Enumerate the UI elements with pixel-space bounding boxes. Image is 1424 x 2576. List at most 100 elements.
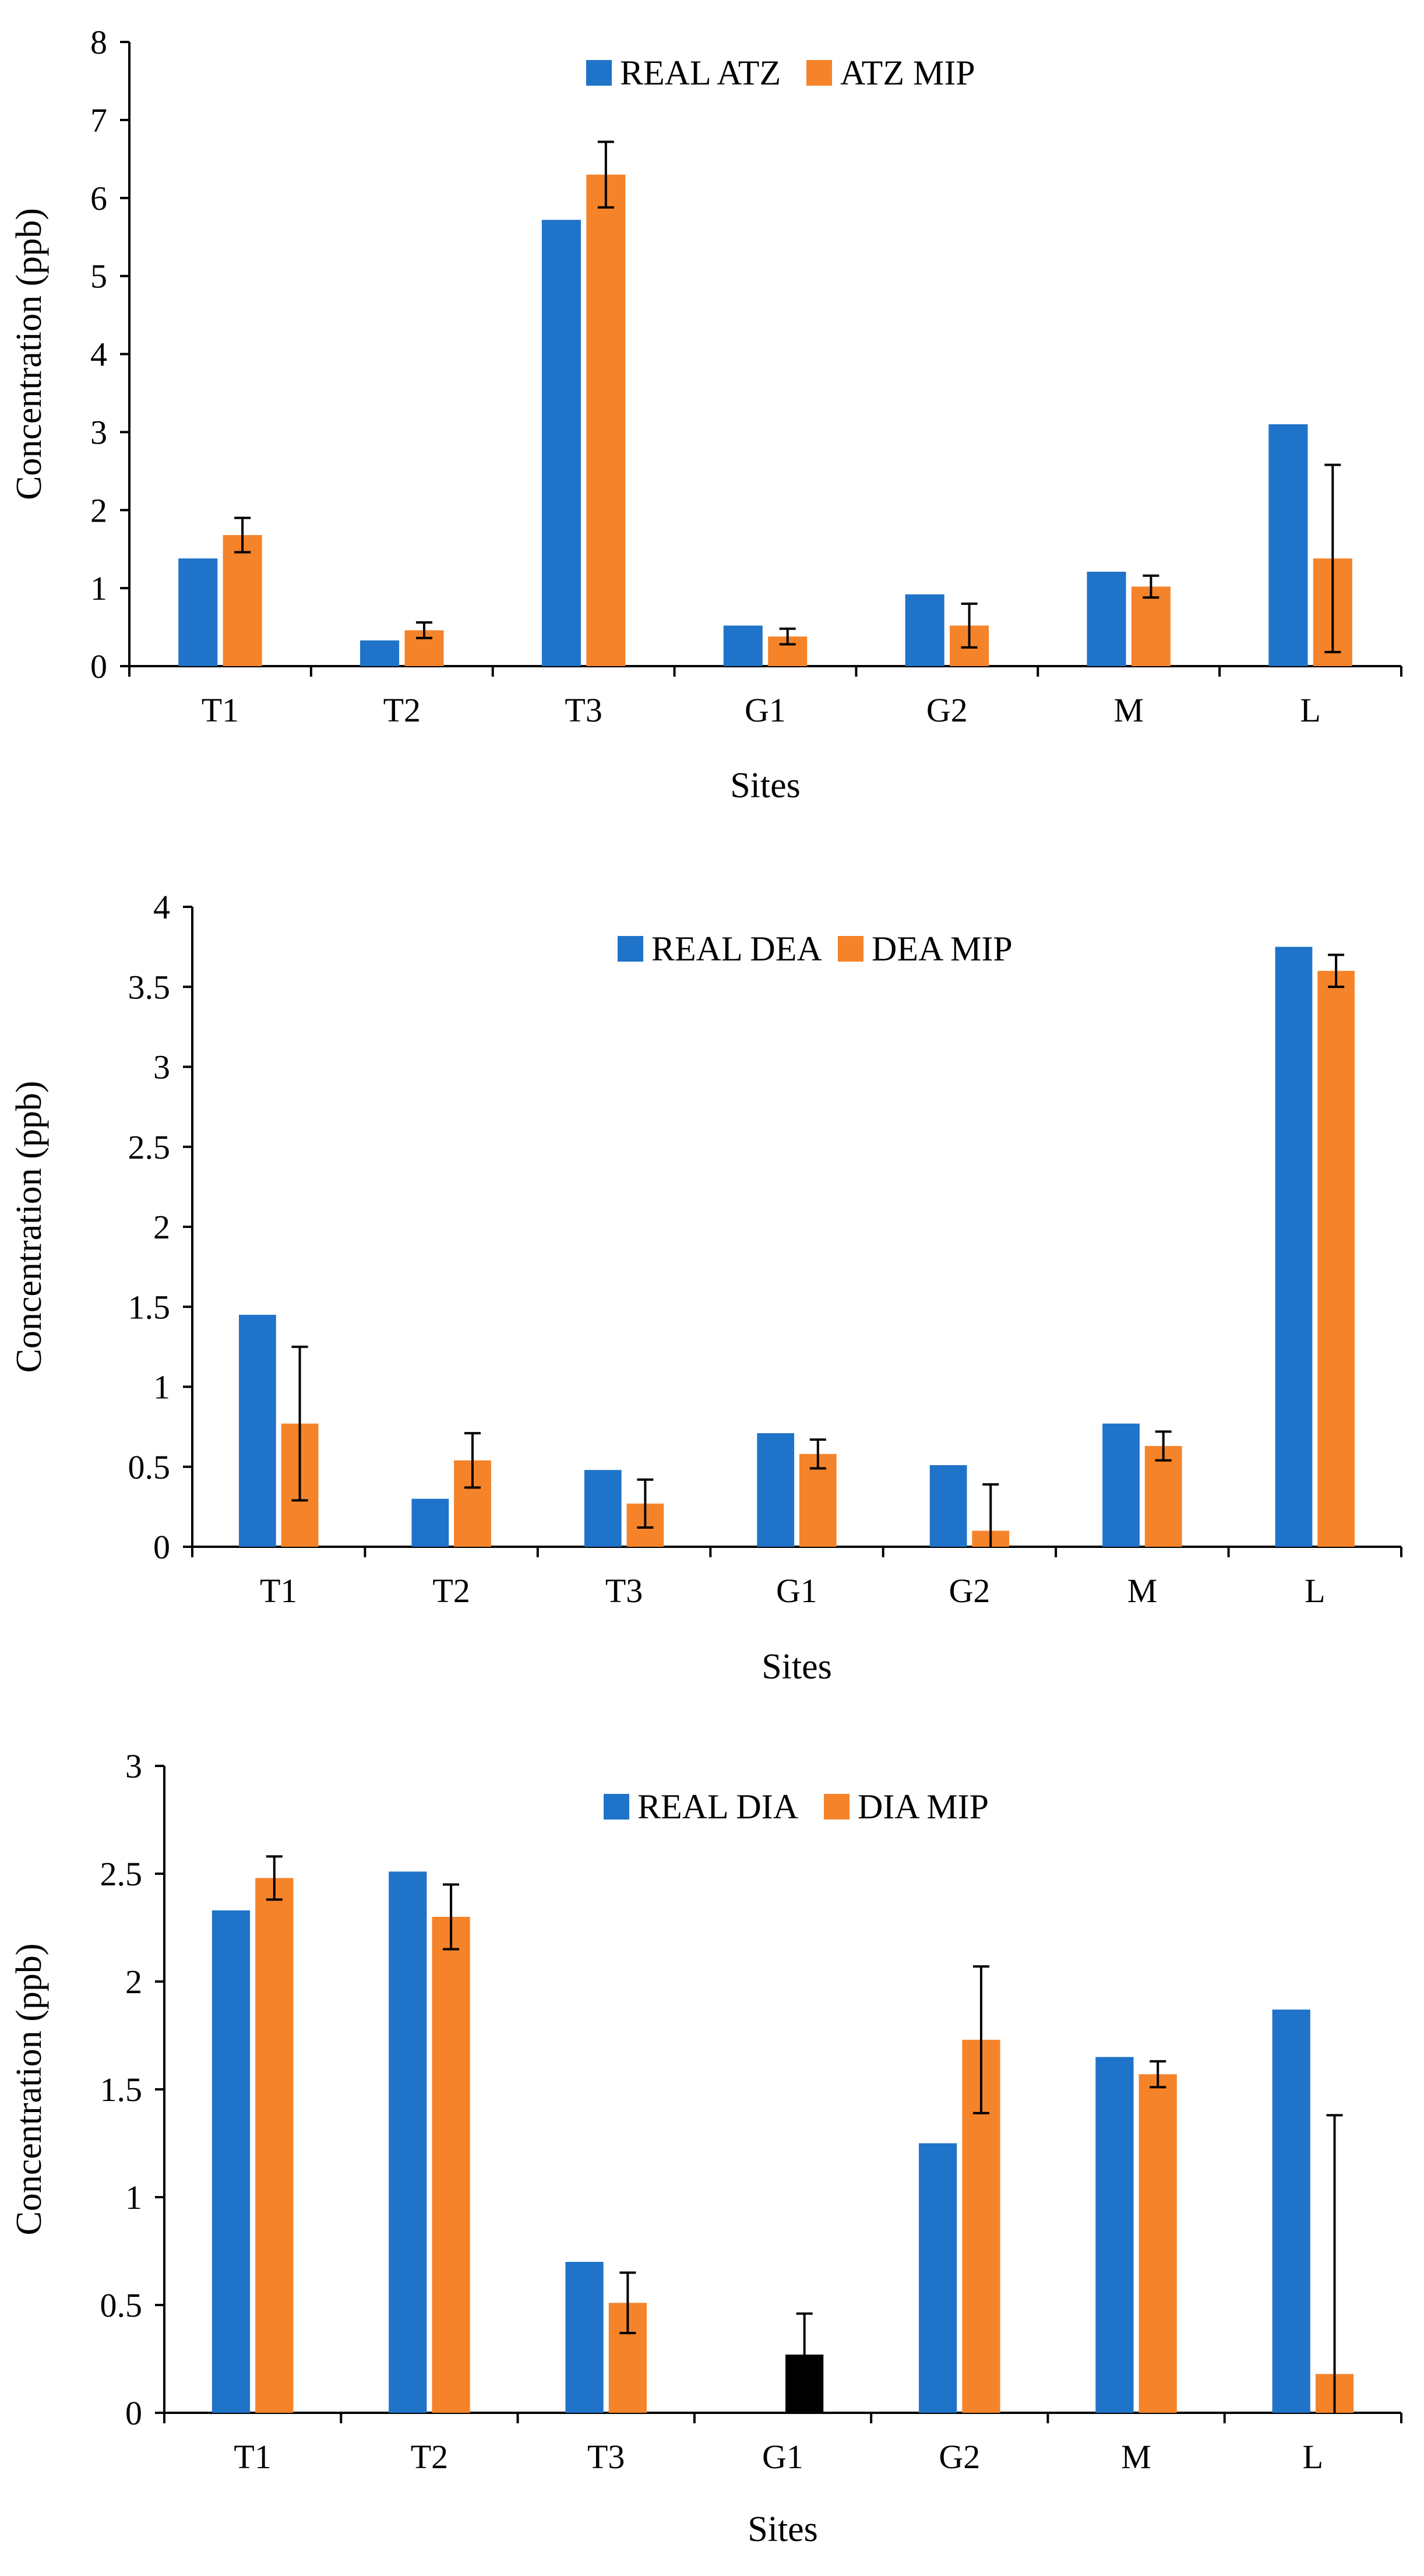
y-tick-label: 3.5 xyxy=(128,968,171,1006)
x-tick-label-g1: G1 xyxy=(762,2438,803,2476)
bar-dia-mip-t2 xyxy=(432,1917,470,2413)
error-bar-m xyxy=(1150,2060,1166,2089)
x-tick-label-m: M xyxy=(1121,2438,1151,2476)
bar-real-dia-g2 xyxy=(919,2143,957,2413)
x-tick-label-t3: T3 xyxy=(605,1572,643,1610)
bar-real-atz-m xyxy=(1087,572,1126,666)
error-bar-g2 xyxy=(961,602,978,649)
y-tick-label: 4 xyxy=(153,888,170,926)
y-tick-label: 1 xyxy=(90,569,107,607)
error-bar-m xyxy=(1143,574,1159,599)
x-tick-label-l: L xyxy=(1303,2438,1323,2476)
x-tick-label-t1: T1 xyxy=(260,1572,297,1610)
y-tick-label: 1.5 xyxy=(128,1288,171,1326)
x-tick-label-t3: T3 xyxy=(587,2438,625,2476)
y-tick-label: 2 xyxy=(153,1208,170,1246)
y-tick-label: 1 xyxy=(125,2179,142,2216)
x-tick-label-l: L xyxy=(1305,1572,1325,1610)
bar-real-atz-t3 xyxy=(541,220,581,666)
y-axis-title: Concentration (ppb) xyxy=(9,208,49,500)
legend-swatch-mip xyxy=(806,60,832,86)
y-tick-label: 0.5 xyxy=(128,1448,171,1486)
error-bar-g2 xyxy=(982,1483,999,1547)
legend-label-real: REAL DEA xyxy=(651,930,822,968)
error-bar-l xyxy=(1324,463,1341,653)
y-tick-label: 0 xyxy=(125,2394,142,2432)
y-tick-label: 1.5 xyxy=(100,2071,143,2109)
bar-real-dia-t3 xyxy=(565,2262,604,2413)
bar-real-atz-g1 xyxy=(723,625,763,666)
bar-atz-mip-t1 xyxy=(223,535,262,666)
legend-swatch-mip xyxy=(824,1794,850,1820)
error-bar-m xyxy=(1155,1430,1172,1462)
error-bar-t1 xyxy=(266,1855,283,1901)
bar-real-atz-g2 xyxy=(905,594,944,666)
x-tick-label-t3: T3 xyxy=(565,691,602,729)
error-bar-t3 xyxy=(619,2271,636,2335)
y-axis-title: Concentration (ppb) xyxy=(9,1943,49,2235)
legend-label-mip: DEA MIP xyxy=(872,930,1013,968)
legend-swatch-real xyxy=(618,936,643,962)
bar-atz-mip-m xyxy=(1131,586,1171,666)
legend: REAL DIA DIA MIP xyxy=(604,1787,989,1826)
y-tick-label: 4 xyxy=(90,336,107,374)
bar-real-dea-t1 xyxy=(239,1314,276,1547)
error-bar-l xyxy=(1326,2114,1343,2413)
x-tick-label-t1: T1 xyxy=(202,691,239,729)
y-tick-label: 2.5 xyxy=(128,1128,171,1166)
y-tick-label: 2.5 xyxy=(100,1855,143,1893)
y-tick-label: 5 xyxy=(90,258,107,295)
legend-swatch-mip xyxy=(838,936,863,962)
error-bar-t3 xyxy=(597,140,614,209)
x-axis-title: Sites xyxy=(730,766,801,805)
error-bar-t1 xyxy=(234,516,251,554)
error-bar-l xyxy=(1328,953,1345,988)
error-bar-t1 xyxy=(291,1345,308,1502)
x-tick-label-t1: T1 xyxy=(234,2438,271,2476)
x-tick-label-t2: T2 xyxy=(432,1572,470,1610)
error-bar-t2 xyxy=(443,1883,460,1951)
y-tick-label: 7 xyxy=(90,101,107,139)
legend-label-real: REAL ATZ xyxy=(620,54,781,92)
x-tick-label-g2: G2 xyxy=(926,691,968,729)
error-bar-t3 xyxy=(637,1478,654,1529)
x-tick-label-g1: G1 xyxy=(776,1572,817,1610)
chart-panel-2: 0 0.5 1 1.5 2 2.5 3 3.5 4 T1 T2 T3 G1 G2 M L Sites Concen… xyxy=(9,888,1402,1687)
bar-real-dea-g2 xyxy=(929,1465,967,1547)
x-tick-label-t2: T2 xyxy=(411,2438,448,2476)
y-tick-label: 0 xyxy=(90,647,107,685)
bar-real-dea-t2 xyxy=(411,1498,449,1547)
bar-real-dea-m xyxy=(1102,1423,1140,1547)
error-bar-g1 xyxy=(779,627,796,646)
x-tick-label-t2: T2 xyxy=(383,691,421,729)
error-bar-g1 xyxy=(796,2312,813,2397)
y-tick-label: 8 xyxy=(90,23,107,61)
error-bar-g1 xyxy=(809,1438,826,1470)
error-bar-g2 xyxy=(972,1965,989,2114)
x-axis-title: Sites xyxy=(748,2510,818,2549)
legend-swatch-real xyxy=(586,60,612,86)
x-tick-label-l: L xyxy=(1300,691,1320,729)
legend: REAL DEA DEA MIP xyxy=(618,930,1013,968)
bar-dia-mip-m xyxy=(1139,2074,1177,2413)
bar-real-dea-t3 xyxy=(584,1470,622,1547)
bar-real-dia-t1 xyxy=(212,1910,251,2413)
y-tick-label: 2 xyxy=(90,491,107,529)
legend-swatch-real xyxy=(604,1794,629,1820)
x-tick-label-g1: G1 xyxy=(745,691,786,729)
y-tick-label: 3 xyxy=(90,413,107,451)
bar-dea-mip-l xyxy=(1317,970,1355,1547)
bar-real-atz-l xyxy=(1268,424,1308,666)
legend-label-mip: ATZ MIP xyxy=(840,54,975,92)
bar-real-dia-l xyxy=(1272,2010,1310,2413)
legend-label-mip: DIA MIP xyxy=(858,1787,989,1826)
bar-real-dia-m xyxy=(1095,2057,1134,2413)
bar-real-atz-t2 xyxy=(360,640,400,666)
error-bar-t2 xyxy=(464,1432,481,1489)
legend: REAL ATZ ATZ MIP xyxy=(586,54,975,92)
x-tick-label-g2: G2 xyxy=(949,1572,990,1610)
bar-dia-mip-t1 xyxy=(255,1878,294,2413)
bar-dea-mip-m xyxy=(1144,1446,1182,1547)
x-tick-label-m: M xyxy=(1113,691,1144,729)
